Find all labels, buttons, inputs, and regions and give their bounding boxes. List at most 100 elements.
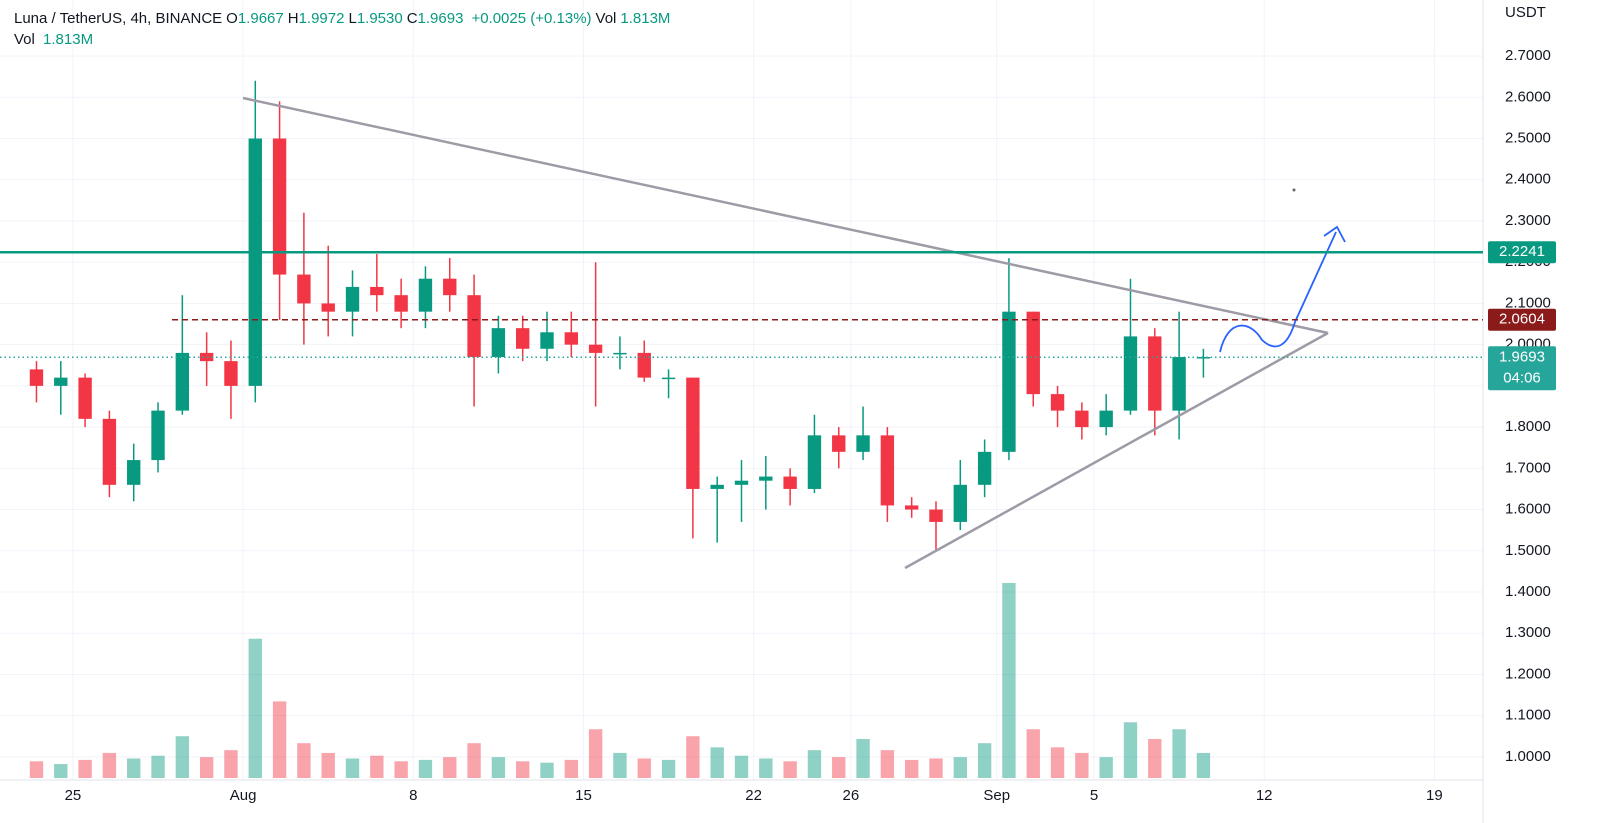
y-tick-label: 1.0000 [1505,748,1551,765]
legend-key: H [287,10,299,27]
price-label: 2.0604 [1499,311,1545,328]
volume-bar [1002,583,1016,778]
candle-body [564,332,579,345]
volume-bar [880,750,895,778]
candle-body [1075,410,1089,428]
volume-bar [224,750,238,778]
volume-bar [516,761,530,778]
legend-key: C [406,10,418,27]
y-tick-label: 2.4000 [1505,171,1551,188]
candle-body [1123,336,1138,411]
candle-body [199,352,214,362]
volume-bar [929,758,943,778]
volume-bar [783,761,797,778]
candle-body [175,352,190,411]
x-tick-label: 25 [65,787,82,804]
candle-body [1002,311,1016,452]
volume-bar [637,758,651,778]
price-label: 2.2241 [1499,243,1545,260]
candle-body [418,278,433,312]
y-tick-label: 2.1000 [1505,294,1551,311]
volume-bar [370,755,384,778]
volume-bar [540,762,554,778]
candle-body [272,138,287,275]
candle-body [345,286,360,312]
vol-key: Vol [14,31,35,48]
volume-bar [78,759,92,778]
vol-value: 1.813M [620,10,671,27]
y-tick-label: 1.3000 [1505,624,1551,641]
volume-bar [1123,722,1138,778]
volume-bar [1148,739,1162,778]
candle-body [1026,311,1040,395]
volume-bar [1026,729,1040,778]
volume-bar [686,736,700,778]
candle-body [540,332,554,349]
candle-body [248,138,262,386]
volume-bar [710,747,724,778]
price-label-box [1488,241,1556,264]
countdown: 04:06 [1503,369,1541,386]
volume-bar [856,739,870,778]
y-tick-label: 1.7000 [1505,459,1551,476]
candle-body [467,295,481,358]
price-label: 1.9693 [1499,348,1545,365]
dot [1292,188,1296,192]
x-tick-label: 12 [1256,787,1273,804]
x-tick-label: 19 [1426,787,1443,804]
candle-body [832,435,846,452]
legend-value: 1.9972 [298,10,345,27]
volume-bar [1099,757,1113,778]
y-tick-label: 2.5000 [1505,129,1551,146]
y-tick-label: 1.6000 [1505,501,1551,518]
volume-bar [977,743,992,778]
volume-bar [175,736,190,778]
volume-bar [29,761,44,778]
volume-bar [127,758,141,778]
volume-bar [443,757,457,778]
legend-key: O [226,10,238,27]
candle-body [734,480,749,485]
candle-body [661,377,676,380]
x-tick-label: 8 [409,787,417,804]
y-tick-label: 1.1000 [1505,707,1551,724]
volume-bar [807,750,822,778]
candle-body [977,451,992,485]
trend-line [242,96,1329,335]
candle-body [588,344,603,353]
candle-body [321,303,335,312]
volume-bar [661,759,676,778]
candle-body [1148,336,1162,411]
x-tick-label: Sep [983,787,1010,804]
volume-bar [904,759,919,778]
y-tick-label: 1.8000 [1505,418,1551,435]
y-tick-label: 2.7000 [1505,47,1551,64]
candle-body [102,418,117,485]
volume-bar [1196,752,1211,778]
volume-bar [953,757,967,778]
y-tick-label: 1.5000 [1505,542,1551,559]
price-label-box [1488,308,1556,331]
volume-bar [345,758,360,778]
candle-body [953,484,967,522]
y-tick-label: 2.3000 [1505,212,1551,229]
candle-body [54,377,68,386]
candle-body [297,274,311,304]
volume-bar [321,752,335,778]
drawings [242,96,1346,570]
candle-body [29,369,44,386]
volume-bar [199,757,214,778]
candle-body [686,377,700,489]
candle-body [224,361,238,386]
volume-bar [564,759,579,778]
candle-body [929,509,943,522]
candle-body [1050,394,1065,411]
candle-body [1099,410,1113,428]
candle-body [127,460,141,485]
volume-bar [102,752,117,778]
volume-bar [1075,752,1089,778]
candle-body [856,435,870,452]
volume-bar [394,761,408,778]
